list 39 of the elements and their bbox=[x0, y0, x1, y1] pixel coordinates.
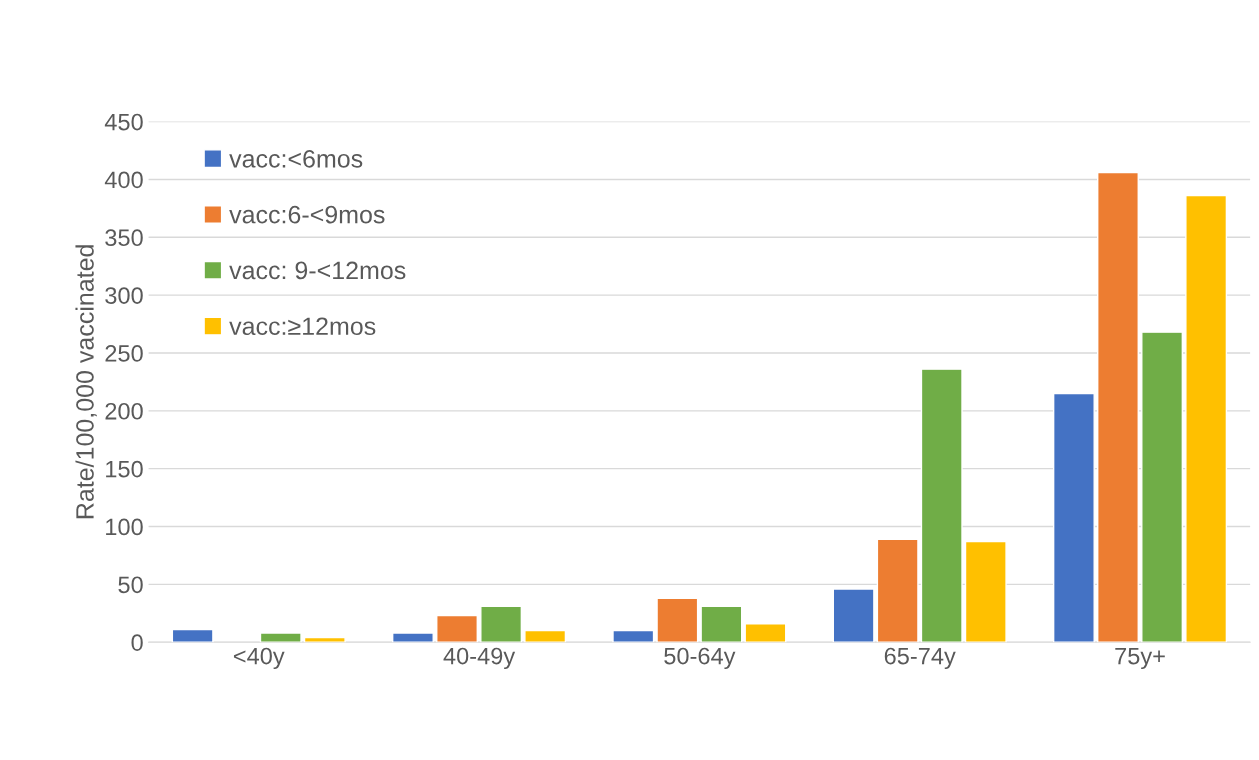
bar bbox=[612, 629, 655, 643]
x-tick-label: <40y bbox=[233, 647, 285, 670]
bar bbox=[1141, 331, 1184, 643]
bar bbox=[480, 605, 523, 643]
x-tick-label: 40-49y bbox=[443, 647, 516, 670]
y-tick-label: 0 bbox=[131, 634, 143, 651]
bar bbox=[964, 540, 1007, 643]
bar bbox=[303, 636, 346, 643]
bar bbox=[171, 628, 214, 643]
bar bbox=[920, 368, 963, 643]
y-tick-label: 100 bbox=[106, 518, 143, 536]
bar bbox=[1097, 171, 1139, 643]
y-tick-label: 200 bbox=[105, 402, 143, 420]
legend-label: vacc:<6mos bbox=[229, 149, 363, 168]
y-tick-label: 250 bbox=[105, 345, 143, 362]
bar bbox=[832, 588, 875, 643]
bar bbox=[700, 605, 743, 643]
bar bbox=[876, 538, 919, 643]
y-tick-label: 400 bbox=[104, 171, 143, 189]
y-axis-title: Rate/100,000 vaccinated bbox=[75, 245, 97, 519]
legend-label: vacc:6-<9mos bbox=[229, 205, 385, 224]
y-tick-label: 50 bbox=[118, 576, 143, 594]
bar bbox=[391, 632, 434, 643]
bar bbox=[744, 622, 787, 643]
bar bbox=[1185, 194, 1228, 643]
legend-label: vacc: 9-<12mos bbox=[229, 261, 406, 280]
bar bbox=[524, 629, 567, 643]
bar bbox=[259, 632, 302, 643]
y-tick-label: 350 bbox=[105, 229, 143, 247]
y-tick-label: 150 bbox=[106, 460, 143, 478]
bar bbox=[1052, 392, 1095, 643]
y-tick-label: 450 bbox=[104, 113, 143, 131]
bar bbox=[656, 597, 699, 643]
x-tick-label: 50-64y bbox=[664, 647, 736, 670]
legend-label: vacc:≥12mos bbox=[229, 317, 376, 336]
y-tick-label: 300 bbox=[105, 287, 143, 304]
bar bbox=[436, 614, 478, 643]
x-tick-label: 75y+ bbox=[1115, 647, 1165, 670]
x-tick-label: 65-74y bbox=[884, 647, 956, 670]
